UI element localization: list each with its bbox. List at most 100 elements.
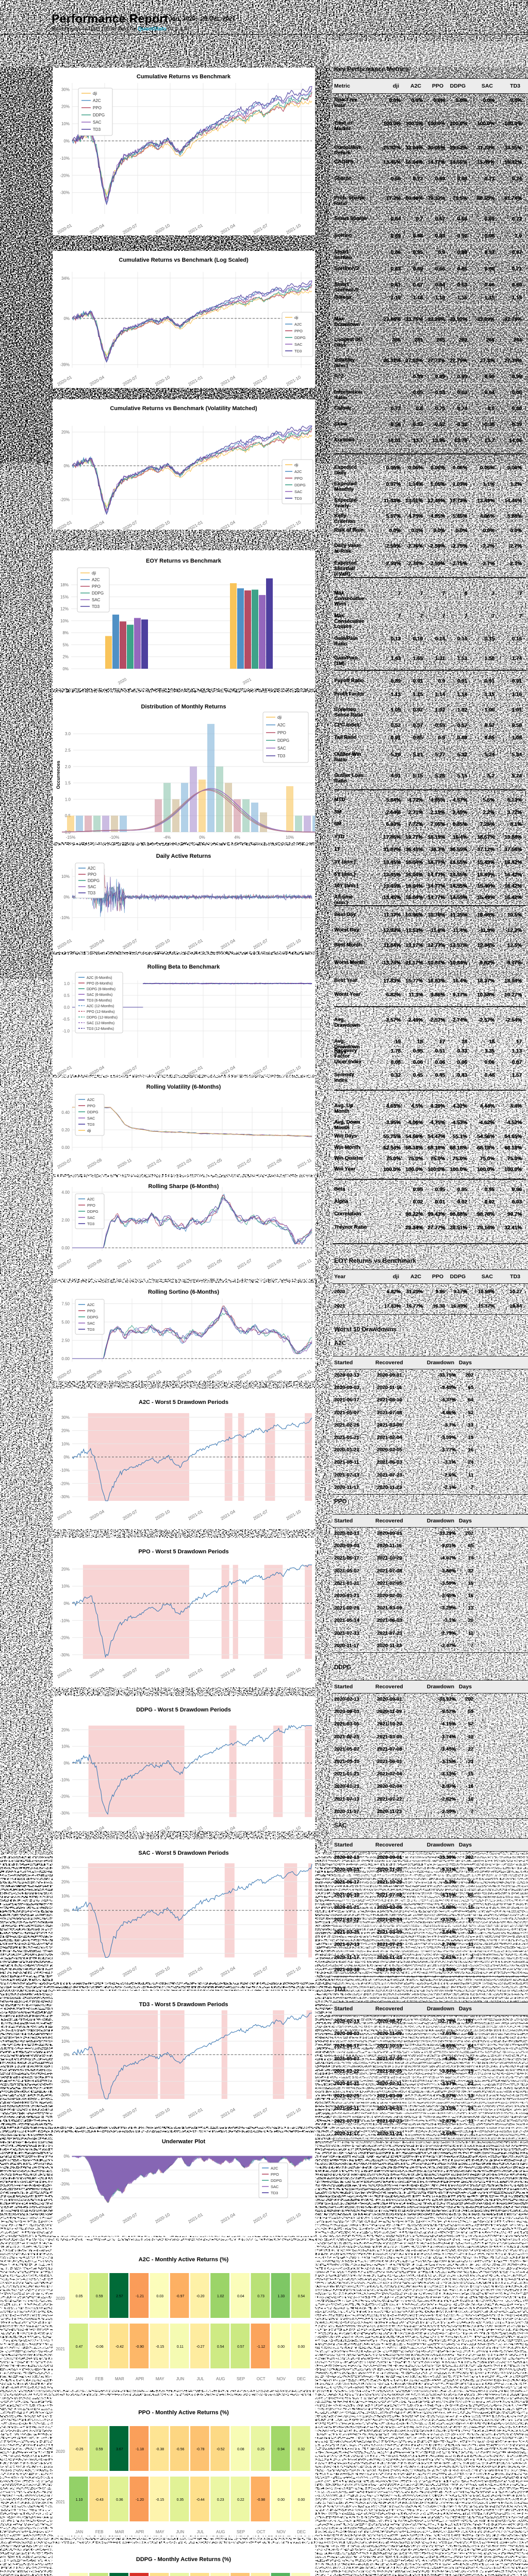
svg-text:PPO (6-Months): PPO (6-Months) [87, 982, 113, 986]
svg-text:0.11: 0.11 [177, 2345, 184, 2349]
svg-text:2021-10: 2021-10 [285, 223, 302, 235]
svg-text:0.00: 0.00 [61, 1357, 70, 1361]
svg-text:2021-04: 2021-04 [220, 938, 236, 950]
svg-text:A2C: A2C [294, 469, 302, 474]
svg-text:-20%: -20% [60, 173, 70, 178]
svg-text:Cumulative Returns vs Benchmar: Cumulative Returns vs Benchmark (Log Sca… [119, 257, 249, 263]
svg-text:SEP: SEP [237, 2377, 245, 2381]
svg-text:2020-10: 2020-10 [154, 938, 171, 950]
svg-text:2020-10: 2020-10 [154, 375, 171, 387]
svg-text:20%: 20% [61, 1567, 70, 1571]
svg-text:-10%: -10% [60, 1777, 70, 1782]
svg-text:-30%: -30% [60, 191, 70, 195]
svg-text:-0.20: -0.20 [196, 2295, 205, 2298]
svg-text:PPO: PPO [294, 329, 303, 333]
svg-text:0%: 0% [63, 139, 70, 144]
svg-text:20%: 20% [61, 1429, 70, 1433]
svg-text:0%: 0% [63, 1761, 70, 1766]
svg-text:30%: 30% [61, 87, 70, 92]
svg-text:2.0: 2.0 [65, 765, 71, 769]
svg-text:2020-10: 2020-10 [154, 1509, 171, 1521]
svg-text:2020-09: 2020-09 [86, 1157, 103, 1170]
svg-text:A2C: A2C [294, 322, 302, 327]
svg-text:2020-01: 2020-01 [56, 938, 73, 950]
svg-text:0.73: 0.73 [257, 2295, 265, 2298]
svg-text:EOY Returns vs Benchmark: EOY Returns vs Benchmark [146, 558, 222, 564]
svg-text:2021-04: 2021-04 [220, 519, 236, 530]
svg-text:2021-01: 2021-01 [187, 375, 204, 387]
svg-text:0.22: 0.22 [237, 2498, 244, 2502]
svg-text:TD3: TD3 [93, 127, 101, 132]
svg-text:-20%: -20% [60, 1481, 70, 1486]
svg-text:Underwater Plot: Underwater Plot [162, 2139, 206, 2145]
svg-text:2020-10: 2020-10 [154, 2212, 171, 2224]
svg-text:MAY: MAY [156, 2377, 164, 2381]
svg-text:DDPG: DDPG [87, 1315, 98, 1319]
svg-text:-0.38: -0.38 [156, 2448, 164, 2451]
svg-text:2021-01: 2021-01 [187, 1825, 204, 1831]
svg-text:2020-07: 2020-07 [122, 2212, 138, 2224]
svg-text:2020-10: 2020-10 [154, 1064, 171, 1075]
svg-text:SAC: SAC [87, 1116, 95, 1121]
svg-text:15%: 15% [60, 595, 69, 599]
svg-text:AUG: AUG [216, 2530, 225, 2534]
svg-text:2021-07: 2021-07 [236, 1258, 253, 1270]
svg-text:A2C: A2C [88, 866, 96, 871]
svg-text:2021: 2021 [242, 677, 252, 686]
svg-text:2021-01: 2021-01 [187, 519, 204, 530]
svg-text:2021-07: 2021-07 [252, 938, 269, 950]
svg-text:2021-11: 2021-11 [296, 1157, 313, 1170]
svg-text:-39%: -39% [60, 363, 70, 367]
svg-text:-0.43: -0.43 [95, 2498, 104, 2502]
svg-text:DDPG: DDPG [294, 483, 306, 487]
svg-text:2020-07: 2020-07 [122, 1825, 138, 1831]
svg-text:2021: 2021 [56, 2500, 65, 2504]
svg-text:A2C - Monthly Active Returns (: A2C - Monthly Active Returns (%) [139, 2257, 229, 2263]
svg-text:2021-07: 2021-07 [236, 1157, 253, 1170]
svg-text:2.5: 2.5 [65, 748, 71, 753]
svg-text:2020-07: 2020-07 [122, 1509, 138, 1521]
svg-text:A2C: A2C [87, 1197, 95, 1201]
svg-text:-20%: -20% [60, 2182, 70, 2187]
svg-text:2021-01: 2021-01 [146, 1157, 162, 1170]
svg-text:2021-10: 2021-10 [285, 1825, 302, 1831]
svg-text:JAN: JAN [75, 2377, 83, 2381]
svg-text:10%: 10% [60, 619, 69, 623]
svg-text:2021-11: 2021-11 [296, 1368, 313, 1381]
svg-text:2021-07: 2021-07 [252, 1667, 269, 1679]
svg-text:PPO - Worst 5 Drawdown Periods: PPO - Worst 5 Drawdown Periods [138, 1549, 228, 1555]
svg-text:A2C (12-Months): A2C (12-Months) [87, 1005, 114, 1008]
svg-text:2021-04: 2021-04 [220, 223, 236, 235]
svg-text:2020-01: 2020-01 [56, 223, 73, 235]
svg-text:10%: 10% [61, 1894, 70, 1899]
svg-text:-1.18: -1.18 [136, 2448, 144, 2451]
svg-text:2020-07: 2020-07 [56, 1157, 73, 1170]
svg-text:2020-04: 2020-04 [89, 1667, 105, 1679]
svg-text:0%: 0% [63, 895, 70, 900]
svg-text:-0.06: -0.06 [95, 2345, 104, 2349]
svg-text:2021-07: 2021-07 [252, 375, 269, 387]
svg-text:0.36: 0.36 [116, 2498, 123, 2502]
svg-text:DDPG: DDPG [87, 1110, 98, 1114]
svg-text:0.5: 0.5 [64, 993, 70, 998]
svg-text:10%: 10% [61, 874, 70, 879]
svg-text:-4%: -4% [163, 835, 171, 840]
svg-text:2020-07: 2020-07 [122, 938, 138, 950]
svg-text:0%: 0% [62, 667, 69, 671]
svg-text:dji: dji [294, 463, 299, 467]
svg-text:2020-04: 2020-04 [89, 375, 105, 387]
svg-text:2020-04: 2020-04 [89, 223, 105, 235]
svg-text:2020-01: 2020-01 [56, 1825, 73, 1831]
svg-text:34%: 34% [61, 276, 70, 281]
svg-text:2020-07: 2020-07 [122, 375, 138, 387]
svg-text:dji: dji [93, 91, 97, 96]
svg-text:SAC: SAC [294, 342, 303, 347]
svg-text:0.00: 0.00 [61, 1246, 70, 1250]
svg-text:0.00: 0.00 [298, 2345, 305, 2349]
svg-text:-0.15: -0.15 [156, 2498, 164, 2502]
svg-text:SAC: SAC [88, 885, 96, 889]
svg-text:0.00: 0.00 [298, 2498, 305, 2502]
svg-text:Occurrences: Occurrences [56, 760, 61, 789]
svg-text:0.59: 0.59 [96, 2295, 103, 2298]
svg-text:-15%: -15% [66, 835, 76, 840]
